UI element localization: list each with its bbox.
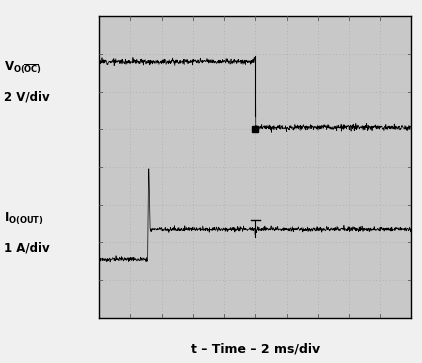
Text: t – Time – 2 ms/div: t – Time – 2 ms/div bbox=[191, 343, 320, 356]
Text: $\mathregular{I_{O(OUT)}}$: $\mathregular{I_{O(OUT)}}$ bbox=[4, 211, 44, 227]
Text: $\mathregular{V_{O(\overline{OC})}}$: $\mathregular{V_{O(\overline{OC})}}$ bbox=[4, 60, 42, 76]
Text: 2 V/div: 2 V/div bbox=[4, 91, 50, 104]
Text: ◄: ◄ bbox=[0, 362, 1, 363]
Text: 1 A/div: 1 A/div bbox=[4, 241, 50, 254]
